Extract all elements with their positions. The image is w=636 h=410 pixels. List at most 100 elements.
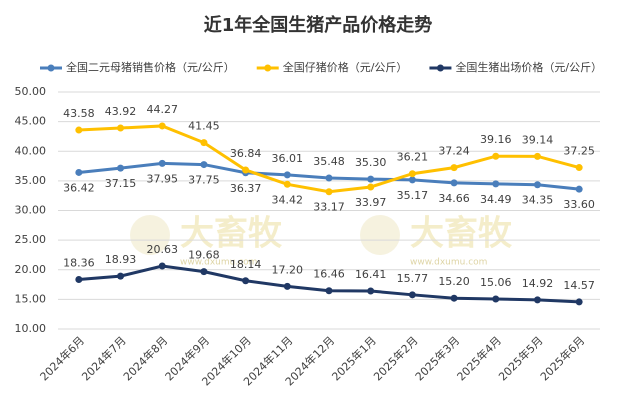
data-label: 44.27 [146, 103, 178, 116]
legend-label: 全国二元母猪销售价格（元/公斤） [66, 60, 235, 74]
data-label: 36.21 [397, 151, 429, 164]
data-label: 39.14 [522, 133, 554, 146]
data-label: 33.17 [313, 201, 345, 214]
data-point [492, 295, 500, 303]
data-point [492, 180, 500, 188]
data-label: 33.60 [563, 198, 595, 211]
data-point [200, 161, 208, 169]
data-label: 37.75 [188, 174, 220, 187]
y-tick-label: 15.00 [15, 292, 47, 305]
data-point [450, 179, 458, 187]
data-label: 15.77 [397, 272, 429, 285]
data-label: 36.37 [230, 182, 262, 195]
data-label: 17.20 [272, 263, 304, 276]
data-label: 37.24 [438, 145, 470, 158]
data-point [408, 291, 416, 299]
data-label: 37.15 [105, 177, 137, 190]
watermark-logo [360, 215, 400, 255]
data-point [367, 183, 375, 191]
y-tick-label: 10.00 [15, 322, 47, 335]
data-label: 14.57 [563, 279, 595, 292]
y-tick-label: 20.00 [15, 263, 47, 276]
data-label: 34.35 [522, 194, 554, 207]
data-point [242, 277, 250, 285]
data-point [158, 159, 166, 167]
data-label: 43.92 [105, 105, 137, 118]
data-label: 36.84 [230, 147, 262, 160]
data-point [283, 180, 291, 188]
watermarks: 大畜牧 www.dxumu.com 大畜牧 www.dxumu.com [130, 214, 513, 268]
data-point [325, 188, 333, 196]
data-point [408, 170, 416, 178]
data-label: 19.68 [188, 249, 220, 262]
watermark-url: www.dxumu.com [180, 258, 257, 268]
data-label: 16.41 [355, 268, 387, 281]
data-point [408, 176, 416, 184]
data-label: 35.30 [355, 156, 387, 169]
data-point [533, 296, 541, 304]
data-point [533, 152, 541, 160]
y-tick-label: 35.00 [15, 174, 47, 187]
data-label: 35.48 [313, 155, 345, 168]
data-point [492, 152, 500, 160]
data-label: 16.46 [313, 268, 345, 281]
data-point [575, 164, 583, 172]
data-label: 39.16 [480, 133, 512, 146]
y-tick-label: 25.00 [15, 233, 47, 246]
data-label: 18.14 [230, 258, 262, 271]
watermark: 大畜牧 [180, 214, 283, 254]
data-point [117, 164, 125, 172]
data-label: 14.92 [522, 277, 554, 290]
data-label: 20.63 [146, 243, 178, 256]
y-tick-label: 50.00 [15, 85, 47, 98]
data-point [242, 166, 250, 174]
data-label: 35.17 [397, 189, 429, 202]
legend-marker [47, 64, 55, 72]
y-tick-label: 30.00 [15, 204, 47, 217]
data-point [325, 174, 333, 182]
data-label: 34.66 [438, 192, 470, 205]
watermark-url: www.dxumu.com [410, 258, 487, 268]
legend-marker [436, 64, 444, 72]
data-point [158, 122, 166, 130]
y-tick-label: 40.00 [15, 144, 47, 157]
data-point [283, 171, 291, 179]
legend-label: 全国生猪出场价格（元/公斤） [455, 60, 602, 74]
data-point [367, 175, 375, 183]
data-point [450, 164, 458, 172]
data-label: 36.42 [63, 181, 95, 194]
data-point [367, 287, 375, 295]
data-label: 37.25 [563, 145, 595, 158]
data-point [117, 124, 125, 132]
data-point [200, 139, 208, 147]
data-point [75, 126, 83, 134]
data-point [75, 275, 83, 283]
data-point [325, 287, 333, 295]
watermark-logo [130, 215, 170, 255]
data-label: 34.49 [480, 193, 512, 206]
data-label: 33.97 [355, 196, 387, 209]
data-point [450, 294, 458, 302]
legend-label: 全国仔猪价格（元/公斤） [283, 60, 408, 74]
legend-marker [264, 64, 272, 72]
data-label: 18.36 [63, 256, 95, 269]
data-label: 41.45 [188, 120, 220, 133]
data-label: 15.06 [480, 276, 512, 289]
data-label: 37.95 [146, 172, 178, 185]
data-point [200, 268, 208, 276]
data-point [75, 168, 83, 176]
data-point [575, 298, 583, 306]
data-label: 18.93 [105, 253, 137, 266]
y-tick-label: 45.00 [15, 115, 47, 128]
data-point [533, 181, 541, 189]
watermark: 大畜牧 [410, 214, 513, 254]
data-point [283, 282, 291, 290]
chart-title: 近1年全国生猪产品价格走势 [204, 14, 433, 36]
x-tick-label: 2025年6月 [537, 333, 587, 383]
data-point [575, 185, 583, 193]
data-point [158, 262, 166, 270]
data-label: 43.58 [63, 107, 95, 120]
data-label: 34.42 [272, 193, 304, 206]
data-label: 15.20 [438, 275, 470, 288]
